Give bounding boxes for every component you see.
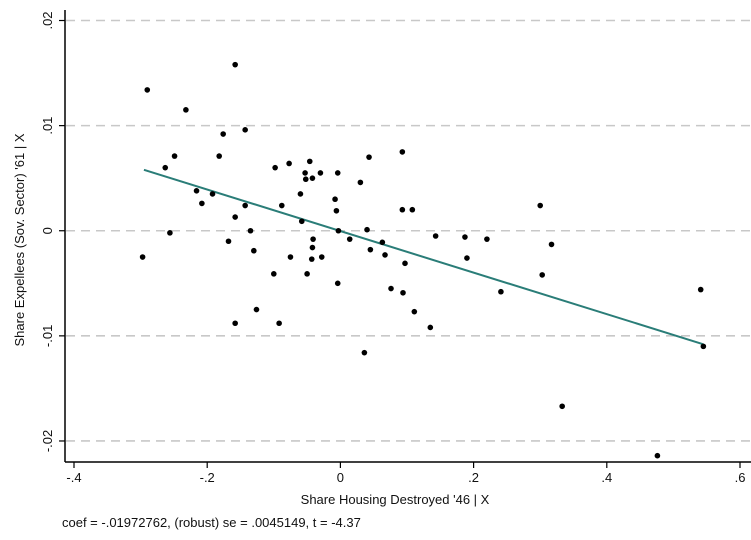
scatter-point [272, 164, 278, 171]
y-tick-label: .02 [40, 11, 55, 29]
scatter-point [287, 254, 294, 260]
y-tick-label: .01 [40, 117, 55, 135]
scatter-point [253, 306, 260, 313]
x-tick-label: .6 [735, 470, 746, 485]
scatter-point [232, 214, 238, 220]
x-tick-label: -.4 [66, 470, 81, 485]
scatter-point [271, 271, 277, 277]
scatter-point [334, 280, 341, 287]
scatter-point [399, 206, 406, 213]
scatter-point [310, 236, 316, 242]
scatter-point [304, 271, 310, 277]
fit-line [143, 168, 704, 346]
scatter-point [700, 343, 707, 350]
scatter-point [199, 200, 205, 207]
scatter-point [382, 252, 388, 258]
fit-line-layer [143, 168, 704, 346]
scatter-point [298, 218, 305, 225]
scatter-point [697, 286, 704, 293]
scatter-point [167, 230, 173, 236]
scatter-point [332, 196, 338, 203]
scatter-point [302, 170, 308, 176]
scatter-point [364, 226, 370, 233]
scatter-point [251, 247, 257, 254]
scatter-point [357, 179, 364, 186]
scatter-point [346, 236, 353, 242]
scatter-point [654, 452, 661, 459]
scatter-point [388, 285, 394, 292]
scatter-point [464, 255, 470, 261]
scatter-point [232, 320, 238, 327]
y-tick-label: -.02 [40, 430, 55, 452]
scatter-point [317, 170, 324, 176]
scatter-point [548, 241, 555, 248]
scatter-point [276, 320, 282, 327]
scatter-point [308, 256, 315, 262]
scatter-point [309, 244, 316, 251]
scatter-point [144, 87, 151, 93]
scatter-point [242, 127, 248, 133]
scatter-point [247, 227, 254, 234]
scatter-point [335, 227, 342, 234]
axis-layer: -.02 -.01 0 .01 .02 -.4 -.2 0 .2 .4 .6 [40, 10, 751, 485]
regression-note: coef = -.01972762, (robust) se = .004514… [62, 515, 361, 530]
scatter-point [297, 191, 304, 197]
scatter-point [309, 175, 316, 181]
x-axis-title: Share Housing Destroyed '46 | X [301, 492, 490, 507]
scatter-point [225, 238, 232, 245]
scatter-point [366, 154, 372, 160]
scatter-point [306, 158, 313, 165]
scatter-point [318, 254, 325, 260]
scatter-point [333, 207, 340, 214]
scatter-point [409, 206, 416, 213]
scatter-point [302, 176, 309, 183]
scatter-point [139, 254, 146, 260]
scatter-point [286, 160, 292, 167]
x-tick-label: -.2 [200, 470, 215, 485]
y-axis-title: Share Expellees (Sov. Sector) '61 | X [12, 133, 27, 346]
scatter-point [216, 153, 222, 159]
scatter-point [171, 153, 178, 159]
scatter-point [399, 149, 406, 155]
scatter-point [278, 202, 285, 209]
scatter-point [539, 272, 545, 278]
scatter-point [559, 403, 565, 410]
scatter-point [427, 324, 434, 331]
scatter-point [462, 234, 468, 240]
y-tick-label: -.01 [40, 325, 55, 347]
scatter-point [162, 164, 169, 171]
scatter-point [220, 131, 226, 137]
scatter-point [242, 202, 248, 209]
scatter-point [400, 289, 406, 296]
scatter-point [498, 288, 504, 295]
scatter-point [193, 188, 200, 194]
scatter-point [334, 170, 341, 176]
scatter-point [537, 202, 543, 209]
scatter-point [411, 308, 418, 315]
scatter-point [484, 236, 490, 242]
scatter-point [232, 61, 238, 68]
x-tick-label: .4 [601, 470, 612, 485]
y-tick-label: 0 [40, 227, 55, 234]
scatter-point [379, 239, 386, 246]
scatter-point [432, 233, 439, 239]
grid-layer [66, 19, 751, 442]
scatter-point [402, 260, 408, 267]
scatter-point [183, 107, 189, 113]
x-tick-label: 0 [337, 470, 344, 485]
scatter-point [361, 349, 368, 356]
scatter-point [367, 246, 374, 253]
points-layer [139, 61, 707, 459]
scatter-point [209, 191, 216, 197]
x-tick-label: .2 [468, 470, 479, 485]
